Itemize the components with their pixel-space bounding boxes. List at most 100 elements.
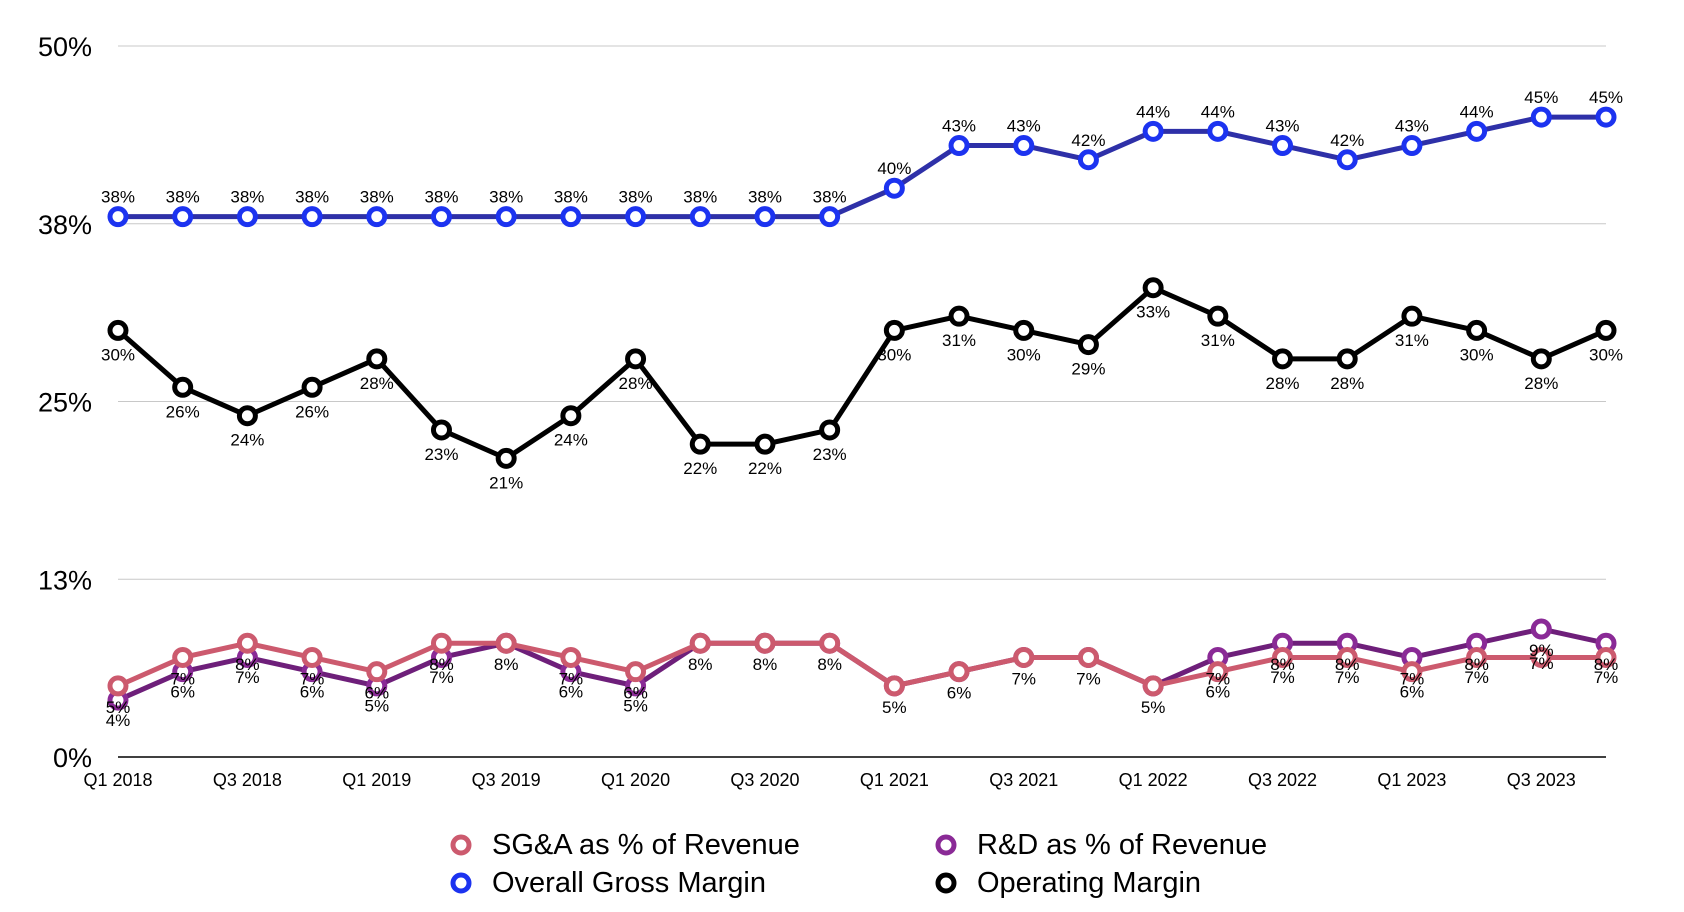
data-label-sg-a-as-of-revenue: 8% — [688, 655, 713, 674]
y-tick-label: 25% — [38, 388, 92, 418]
data-point-operating-margin — [883, 319, 905, 341]
data-point-sg-a-as-of-revenue — [819, 632, 841, 654]
data-label-r-d-as-of-revenue: 8% — [1335, 655, 1360, 674]
data-point-sg-a-as-of-revenue — [883, 675, 905, 697]
data-label-sg-a-as-of-revenue: 8% — [817, 655, 842, 674]
legend-item-rd[interactable]: R&D as % of Revenue — [935, 828, 1335, 862]
data-label-sg-a-as-of-revenue: 8% — [429, 655, 454, 674]
data-point-sg-a-as-of-revenue — [1401, 661, 1423, 683]
data-label-operating-margin: 23% — [424, 445, 458, 464]
data-point-operating-margin — [366, 348, 388, 370]
data-labels: 5%7%8%7%6%8% 8%7%6%8% 8% 8%5%6%7% 7%5%6%7% 7%… — [101, 88, 1623, 730]
data-label-r-d-as-of-revenue: 7% — [1400, 669, 1425, 688]
data-label-sg-a-as-of-revenue: 8% — [753, 655, 778, 674]
data-point-operating-margin — [625, 348, 647, 370]
data-point-sg-a-as-of-revenue — [1272, 646, 1294, 668]
data-label-operating-margin: 30% — [1460, 345, 1494, 364]
data-point-operating-margin — [1401, 305, 1423, 327]
data-label-operating-margin: 33% — [1136, 303, 1170, 322]
x-tick-label: Q1 2018 — [83, 770, 152, 790]
legend-marker-icon — [450, 872, 472, 894]
data-point-overall-gross-margin — [107, 206, 129, 228]
y-tick-label: 13% — [38, 565, 92, 595]
data-point-operating-margin — [172, 376, 194, 398]
data-label-r-d-as-of-revenue: 8% — [1270, 655, 1295, 674]
x-tick-label: Q3 2018 — [213, 770, 282, 790]
data-label-sg-a-as-of-revenue: 6% — [1400, 682, 1425, 701]
data-label-operating-margin: 23% — [813, 445, 847, 464]
data-point-operating-margin — [236, 405, 258, 427]
data-label-overall-gross-margin: 38% — [295, 188, 329, 207]
legend: SG&A as % of Revenue R&D as % of Revenue… — [450, 828, 1335, 900]
data-point-sg-a-as-of-revenue — [1466, 646, 1488, 668]
data-point-overall-gross-margin — [1142, 120, 1164, 142]
data-point-operating-margin — [430, 419, 452, 441]
data-point-sg-a-as-of-revenue — [1013, 646, 1035, 668]
data-label-r-d-as-of-revenue: 9% — [1529, 641, 1554, 660]
data-label-overall-gross-margin: 38% — [101, 188, 135, 207]
legend-item-gross-margin[interactable]: Overall Gross Margin — [450, 866, 935, 900]
data-point-overall-gross-margin — [754, 206, 776, 228]
data-point-operating-margin — [1077, 334, 1099, 356]
data-point-overall-gross-margin — [495, 206, 517, 228]
data-label-sg-a-as-of-revenue: 7% — [300, 669, 325, 688]
y-tick-label: 0% — [53, 743, 92, 773]
data-label-r-d-as-of-revenue: 7% — [1206, 669, 1231, 688]
data-label-overall-gross-margin: 38% — [554, 188, 588, 207]
data-point-overall-gross-margin — [625, 206, 647, 228]
legend-marker-operating-margin — [935, 872, 957, 894]
data-label-sg-a-as-of-revenue: 5% — [106, 698, 131, 717]
legend-marker-icon — [935, 834, 957, 856]
legend-item-sga[interactable]: SG&A as % of Revenue — [450, 828, 935, 862]
data-label-sg-a-as-of-revenue: 8% — [494, 655, 519, 674]
data-label-sg-a-as-of-revenue: 6% — [1206, 682, 1231, 701]
data-point-operating-margin — [1530, 348, 1552, 370]
data-point-overall-gross-margin — [1013, 135, 1035, 157]
data-point-sg-a-as-of-revenue — [689, 632, 711, 654]
data-point-overall-gross-margin — [560, 206, 582, 228]
data-point-overall-gross-margin — [1207, 120, 1229, 142]
data-label-operating-margin: 31% — [1201, 331, 1235, 350]
data-label-sg-a-as-of-revenue: 7% — [1529, 654, 1554, 673]
data-label-overall-gross-margin: 38% — [619, 188, 653, 207]
x-tick-label: Q3 2019 — [472, 770, 541, 790]
data-label-overall-gross-margin: 43% — [1007, 117, 1041, 136]
legend-item-operating-margin[interactable]: Operating Margin — [935, 866, 1335, 900]
data-point-sg-a-as-of-revenue — [1530, 646, 1552, 668]
y-tick-label: 50% — [38, 32, 92, 62]
data-point-overall-gross-margin — [430, 206, 452, 228]
data-point-operating-margin — [107, 319, 129, 341]
data-point-overall-gross-margin — [1530, 106, 1552, 128]
data-label-operating-margin: 24% — [230, 431, 264, 450]
data-label-overall-gross-margin: 38% — [360, 188, 394, 207]
data-label-overall-gross-margin: 44% — [1460, 102, 1494, 121]
data-point-r-d-as-of-revenue — [1530, 618, 1552, 640]
data-label-sg-a-as-of-revenue: 7% — [1594, 668, 1619, 687]
data-point-overall-gross-margin — [1466, 120, 1488, 142]
data-point-sg-a-as-of-revenue — [1336, 646, 1358, 668]
x-tick-label: Q3 2021 — [989, 770, 1058, 790]
data-point-overall-gross-margin — [172, 206, 194, 228]
data-label-operating-margin: 28% — [360, 374, 394, 393]
data-point-sg-a-as-of-revenue — [1077, 646, 1099, 668]
data-point-overall-gross-margin — [301, 206, 323, 228]
data-point-operating-margin — [301, 376, 323, 398]
data-point-overall-gross-margin — [883, 177, 905, 199]
x-tick-label: Q3 2023 — [1507, 770, 1576, 790]
x-tick-label: Q1 2019 — [342, 770, 411, 790]
data-label-overall-gross-margin: 44% — [1201, 102, 1235, 121]
data-point-operating-margin — [1142, 277, 1164, 299]
x-tick-label: Q1 2021 — [860, 770, 929, 790]
data-point-sg-a-as-of-revenue — [754, 632, 776, 654]
x-tick-label: Q3 2020 — [730, 770, 799, 790]
data-point-sg-a-as-of-revenue — [236, 632, 258, 654]
data-label-operating-margin: 28% — [1266, 374, 1300, 393]
data-label-r-d-as-of-revenue: 8% — [1594, 655, 1619, 674]
data-label-sg-a-as-of-revenue: 7% — [1335, 668, 1360, 687]
legend-label: SG&A as % of Revenue — [492, 829, 800, 861]
data-point-operating-margin — [1595, 319, 1617, 341]
x-tick-label: Q3 2022 — [1248, 770, 1317, 790]
data-point-overall-gross-margin — [236, 206, 258, 228]
data-label-overall-gross-margin: 40% — [877, 159, 911, 178]
data-point-sg-a-as-of-revenue — [625, 661, 647, 683]
